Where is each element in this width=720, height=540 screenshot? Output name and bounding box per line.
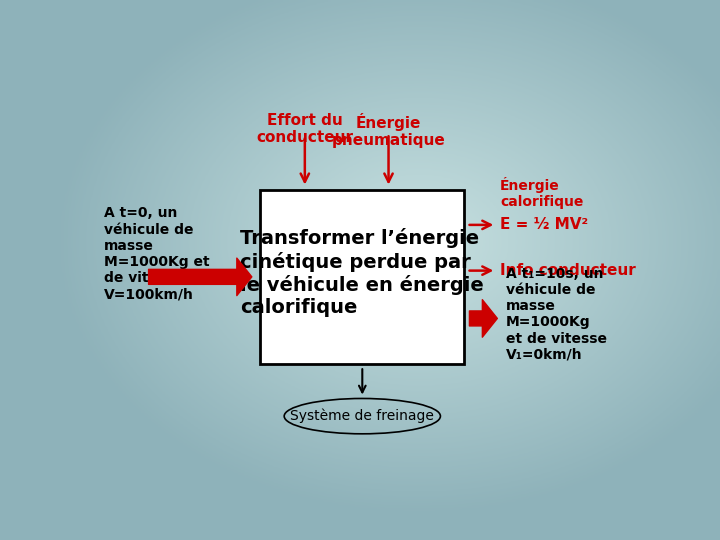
Text: A t=0, un
véhicule de
masse
M=1000Kg et
de vitesse
V=100km/h: A t=0, un véhicule de masse M=1000Kg et … [104, 206, 210, 301]
Bar [260, 190, 464, 364]
Text: Transformer l’énergie
cinétique perdue par
le véhicule en énergie
calorifique: Transformer l’énergie cinétique perdue p… [240, 228, 484, 317]
Text: Effort du
conducteur: Effort du conducteur [256, 113, 354, 145]
Text: Système de freinage: Système de freinage [290, 409, 434, 423]
Text: A t₁=10s, un
véhicule de
masse
M=1000Kg
et de vitesse
V₁=0km/h: A t₁=10s, un véhicule de masse M=1000Kg … [505, 267, 607, 362]
Text: Énergie
pneumatique: Énergie pneumatique [332, 113, 446, 148]
Text: E = ½ MV²: E = ½ MV² [500, 218, 588, 232]
Text: Info conducteur: Info conducteur [500, 263, 636, 278]
Text: Énergie
calorifique: Énergie calorifique [500, 177, 583, 210]
